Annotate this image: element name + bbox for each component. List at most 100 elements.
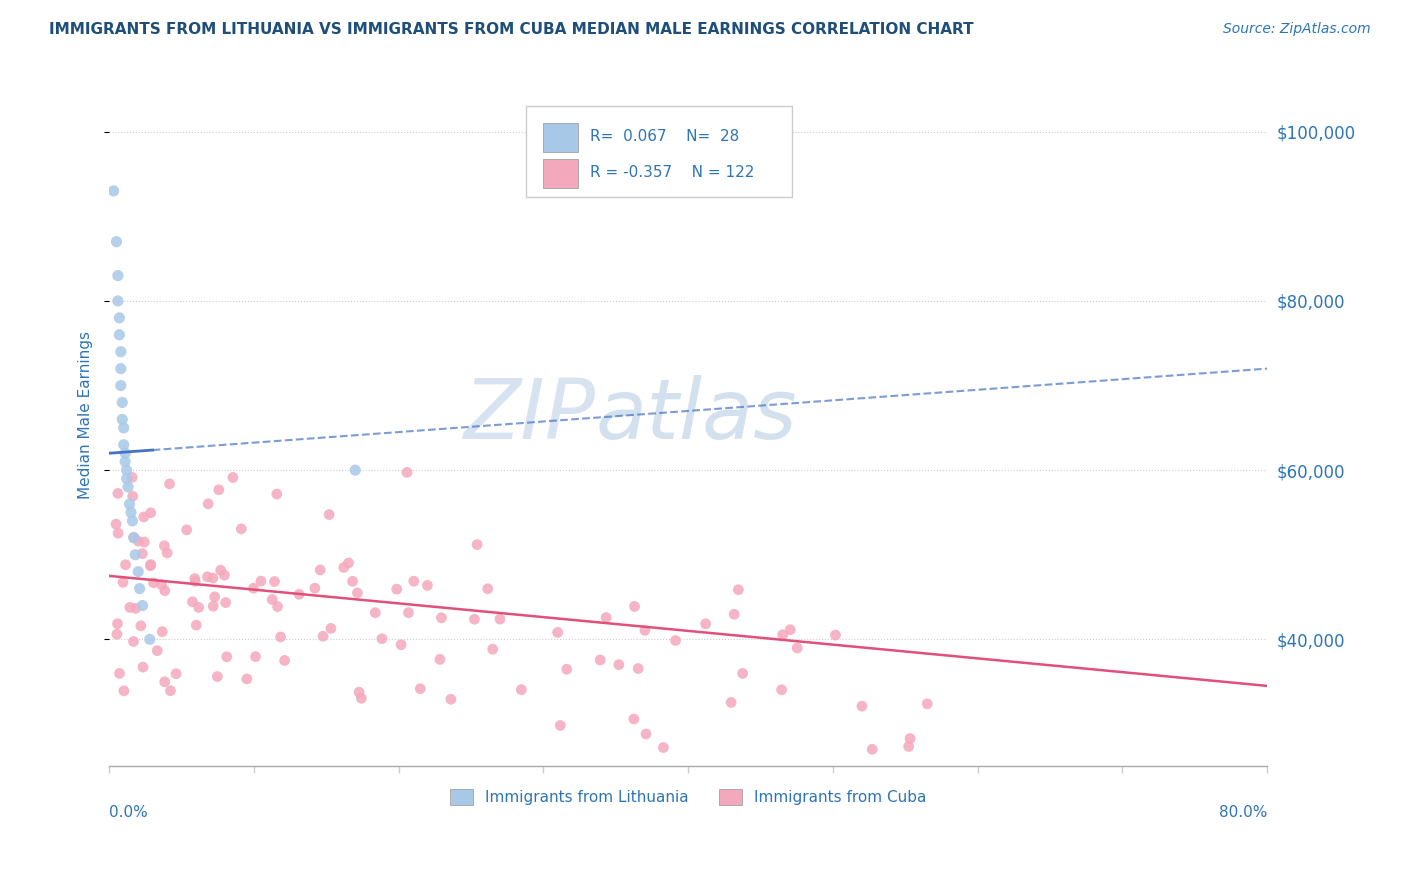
Point [105, 235, 128, 249]
Point [623, 599, 645, 614]
Point [159, 683, 181, 698]
Point [103, 184, 125, 198]
Point [634, 624, 657, 638]
Point [118, 497, 141, 511]
Point [342, 574, 364, 589]
Point [186, 618, 208, 632]
Point [915, 697, 938, 711]
Y-axis label: Median Male Earnings: Median Male Earnings [79, 331, 93, 500]
Point [385, 582, 408, 597]
Point [463, 612, 485, 626]
Point [623, 712, 645, 726]
Point [128, 582, 150, 596]
Point [208, 483, 231, 497]
Point [117, 480, 139, 494]
Point [481, 642, 503, 657]
Point [197, 497, 219, 511]
Point [389, 638, 412, 652]
Text: 80.0%: 80.0% [1219, 805, 1267, 820]
Point [139, 558, 162, 573]
Point [153, 539, 176, 553]
Point [139, 506, 162, 520]
Point [153, 674, 176, 689]
Point [346, 586, 368, 600]
Point [146, 643, 169, 657]
Point [107, 486, 129, 500]
Point [112, 421, 135, 435]
Point [786, 640, 808, 655]
Point [727, 582, 749, 597]
Point [270, 630, 292, 644]
Point [139, 558, 162, 572]
Point [897, 739, 920, 754]
Point [851, 699, 873, 714]
Point [105, 627, 128, 641]
Point [125, 601, 148, 615]
Point [309, 563, 332, 577]
Point [312, 629, 335, 643]
Point [731, 666, 754, 681]
Point [110, 361, 132, 376]
Point [770, 682, 793, 697]
Point [860, 742, 883, 756]
Point [150, 624, 173, 639]
Point [416, 578, 439, 592]
Point [176, 523, 198, 537]
Point [288, 587, 311, 601]
Point [107, 616, 129, 631]
Point [332, 560, 354, 574]
Point [607, 657, 630, 672]
Point [139, 632, 162, 647]
Point [129, 619, 152, 633]
Point [772, 628, 794, 642]
Point [409, 681, 432, 696]
Point [695, 616, 717, 631]
Point [214, 568, 236, 582]
Point [350, 691, 373, 706]
Point [304, 581, 326, 595]
Point [371, 632, 394, 646]
Point [114, 455, 136, 469]
Point [132, 660, 155, 674]
Point [204, 590, 226, 604]
Point [115, 463, 138, 477]
Point [231, 522, 253, 536]
Point [201, 571, 224, 585]
Point [242, 581, 264, 595]
Point [159, 476, 181, 491]
FancyBboxPatch shape [526, 106, 793, 197]
Point [107, 268, 129, 283]
Text: R=  0.067    N=  28: R= 0.067 N= 28 [589, 129, 740, 145]
Point [395, 466, 418, 480]
Point [197, 570, 219, 584]
Text: atlas: atlas [596, 375, 797, 456]
Point [114, 558, 136, 572]
Point [262, 592, 284, 607]
Point [108, 327, 131, 342]
Point [266, 487, 288, 501]
FancyBboxPatch shape [543, 122, 578, 153]
Point [465, 538, 488, 552]
Legend: Immigrants from Lithuania, Immigrants from Cuba: Immigrants from Lithuania, Immigrants fr… [444, 782, 932, 811]
Point [337, 556, 360, 570]
Point [510, 682, 533, 697]
Point [214, 595, 236, 609]
FancyBboxPatch shape [543, 159, 578, 188]
Point [245, 649, 267, 664]
Point [824, 628, 846, 642]
Point [720, 695, 742, 709]
Point [430, 611, 453, 625]
Point [121, 514, 143, 528]
Point [627, 661, 650, 675]
Point [110, 344, 132, 359]
Point [107, 526, 129, 541]
Point [898, 731, 921, 746]
Text: Source: ZipAtlas.com: Source: ZipAtlas.com [1223, 22, 1371, 37]
Point [165, 666, 187, 681]
Point [134, 535, 156, 549]
Text: R = -0.357    N = 122: R = -0.357 N = 122 [589, 165, 754, 180]
Point [127, 565, 149, 579]
Point [652, 740, 675, 755]
Point [110, 378, 132, 392]
Point [547, 625, 569, 640]
